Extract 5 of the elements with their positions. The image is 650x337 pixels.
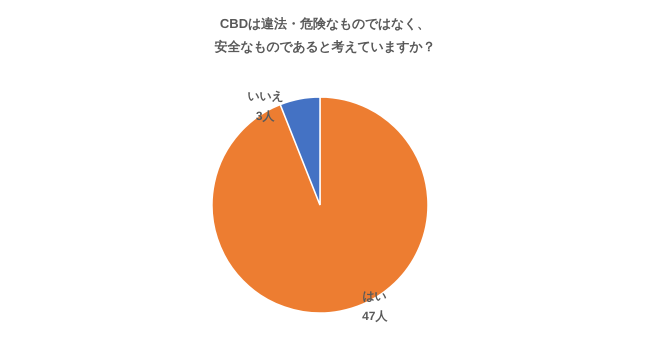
chart-title: CBDは違法・危険なものではなく、安全なものであると考えていますか？: [214, 16, 436, 54]
data-label: 3人: [256, 109, 276, 123]
slice-label: はい: [362, 289, 387, 303]
data-label: 47人: [362, 309, 388, 323]
slice-label: いいえ: [247, 89, 284, 103]
